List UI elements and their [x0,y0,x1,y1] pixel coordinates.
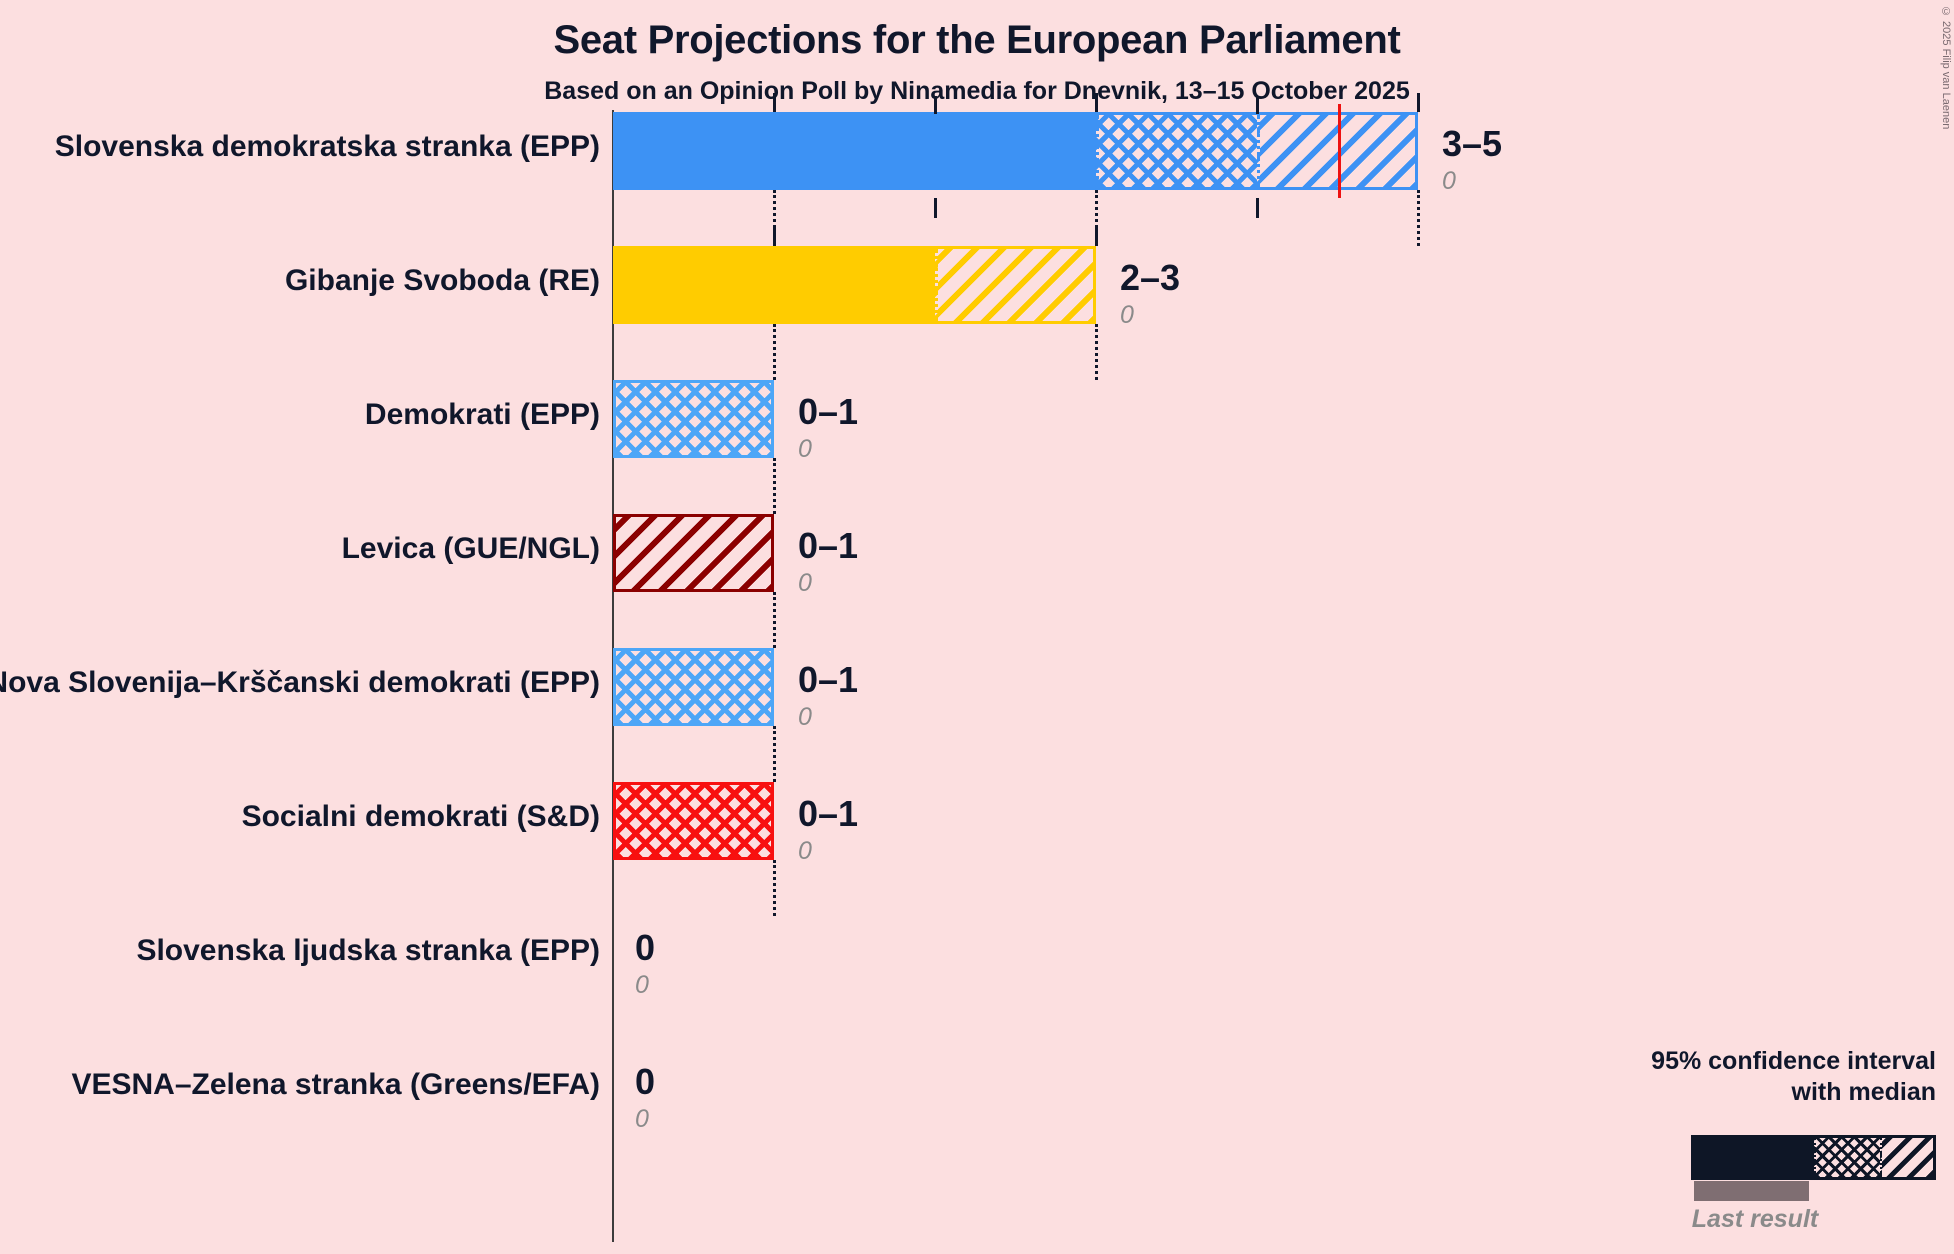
seat-interval-bar [613,648,774,726]
chart-title: Seat Projections for the European Parlia… [553,18,1401,62]
legend-probable-segment [1814,1138,1880,1177]
last-result-label: 0 [798,569,812,597]
seat-range-label: 0 [635,1061,656,1102]
axis-gridline [773,96,776,112]
legend-interval-bar [1691,1135,1936,1180]
party-label: Nova Slovenija–Krščanski demokrati (EPP) [0,666,600,699]
copyright-notice: © 2025 Filip van Laenen [1940,6,1952,130]
seat-range-label: 0–1 [798,793,859,834]
seat-range-label: 0 [635,927,656,968]
party-label: Levica (GUE/NGL) [341,532,600,565]
party-label: Slovenska ljudska stranka (EPP) [136,934,600,967]
seat-range-label: 2–3 [1120,257,1181,298]
party-label: Slovenska demokratska stranka (EPP) [54,130,600,163]
last-result-label: 0 [1120,301,1134,329]
seat-interval-bar [613,782,774,860]
seat-interval-bar [613,514,774,592]
legend-caption: 95% confidence interval with median [1651,1046,1936,1109]
party-label: Demokrati (EPP) [364,398,600,431]
party-label: Gibanje Svoboda (RE) [284,264,600,297]
axis-gridline [773,190,776,246]
seat-range-label: 3–5 [1442,123,1503,164]
axis-gridline [773,860,776,916]
axis-tick-major [1256,198,1259,218]
axis-gridline [773,324,776,380]
axis-tick-major [1256,96,1259,114]
legend-possible-segment [1880,1138,1933,1177]
axis-tick-major [934,198,937,218]
seat-interval-bar [613,112,1418,190]
axis-gridline [1095,324,1098,380]
legend-certain-segment [1694,1138,1814,1177]
axis-gridline [1417,96,1420,112]
party-label: VESNA–Zelena stranka (Greens/EFA) [71,1068,600,1101]
bar-possible-segment [935,249,1096,321]
seat-range-label: 0–1 [798,391,859,432]
bar-certain-segment [616,115,1096,187]
bar-possible-segment [613,517,774,589]
legend-caption-line2: with median [1791,1078,1936,1107]
bar-probable-segment [613,383,774,455]
axis-gridline [1095,190,1098,246]
seat-interval-bar [613,380,774,458]
axis-gridline [773,726,776,782]
chart-subtitle: Based on an Opinion Poll by Ninamedia fo… [544,77,1410,105]
last-result-label: 0 [798,703,812,731]
last-result-label: 0 [798,435,812,463]
last-result-label: 0 [635,971,649,999]
bar-probable-segment [613,785,774,857]
legend-last-result-label: Last result [1691,1205,1819,1233]
seat-range-label: 0–1 [798,525,859,566]
axis-gridline [773,458,776,514]
axis-tick-major [934,96,937,114]
axis-gridline [1095,96,1098,112]
bar-certain-segment [616,249,935,321]
party-label: Socialni demokrati (S&D) [241,800,600,833]
legend-last-result-bar [1694,1181,1809,1201]
bar-probable-segment [1096,115,1257,187]
last-result-label: 0 [798,837,812,865]
legend-caption-line1: 95% confidence interval [1651,1047,1936,1075]
seat-interval-bar [613,246,1096,324]
axis-gridline [1417,190,1420,246]
last-result-label: 0 [635,1105,649,1133]
axis-gridline [773,592,776,648]
last-result-label: 0 [1442,167,1456,195]
median-line [1337,104,1341,198]
bar-probable-segment [613,651,774,723]
seat-range-label: 0–1 [798,659,859,700]
